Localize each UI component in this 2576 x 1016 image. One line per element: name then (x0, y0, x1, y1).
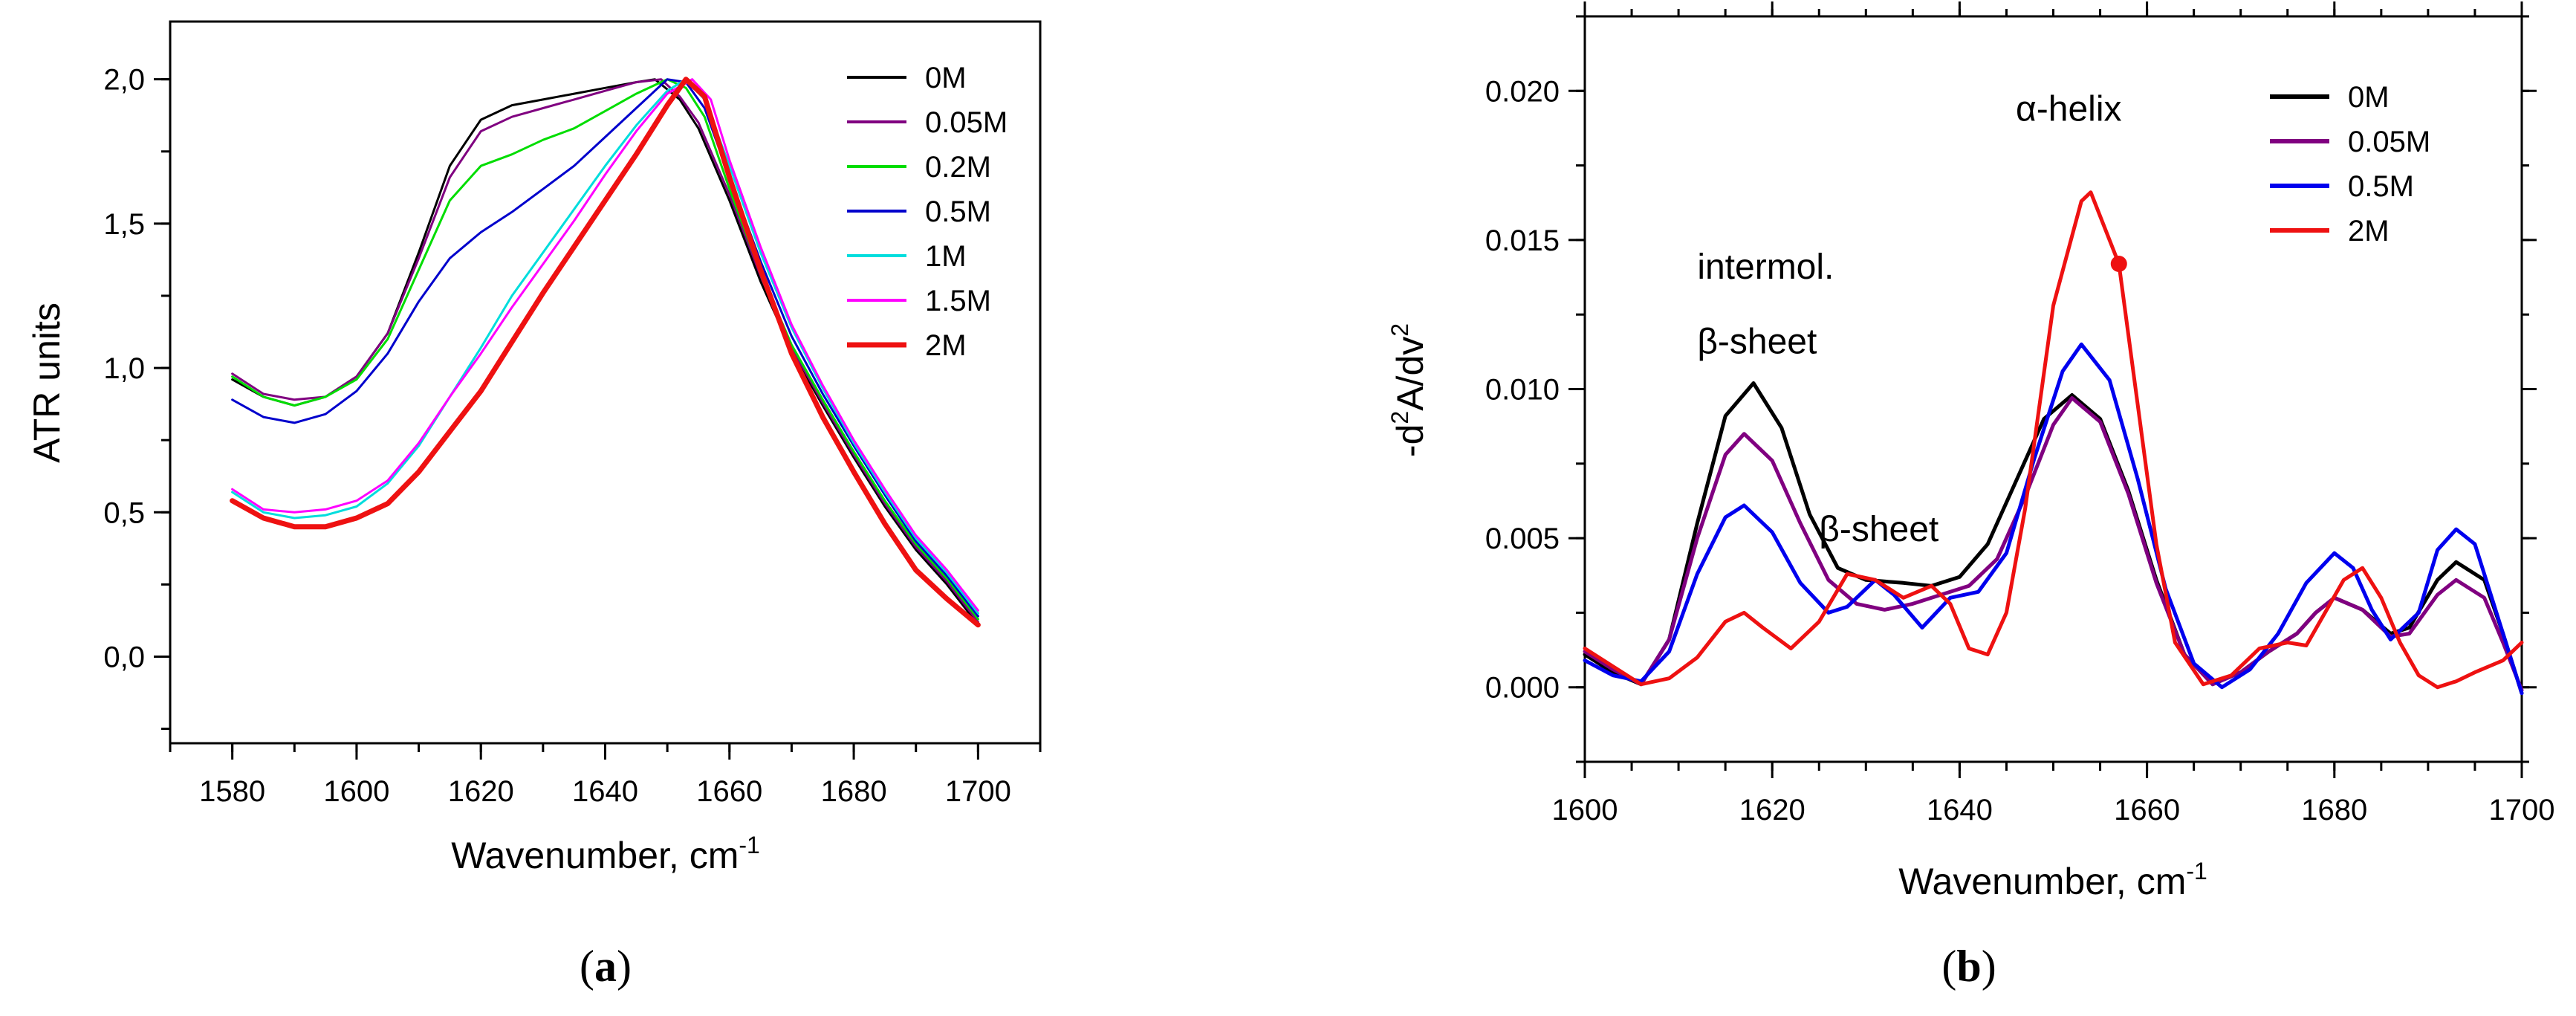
annotation-label: β-sheet (1697, 322, 1817, 361)
series-line-1M (231, 78, 979, 615)
x-tick-label: 1680 (2301, 794, 2367, 826)
legend-label: 0.05M (2348, 126, 2430, 158)
y-tick-label: 0.020 (1485, 75, 1560, 108)
highlight-marker (2110, 255, 2127, 272)
y-tick-label: 0.000 (1485, 672, 1560, 705)
legend-label: 0M (2348, 81, 2390, 114)
annotation-label: α-helix (2016, 89, 2121, 129)
series-line-0-05M (1583, 396, 2524, 693)
x-tick-label: 1640 (1927, 794, 1993, 826)
y-axis-label: -d2A/dv2 (1386, 323, 1431, 457)
annotation-label: β-sheet (1819, 510, 1939, 549)
x-tick-label: 1600 (1552, 794, 1618, 826)
series-line-0-5M (1583, 342, 2524, 696)
x-axis-label: Wavenumber, cm-1 (451, 832, 760, 876)
legend-label: 2M (2348, 215, 2390, 247)
y-tick-label: 0.015 (1485, 224, 1560, 257)
series-line-0M (231, 78, 979, 627)
legend-label: 1M (925, 240, 967, 273)
series-line-1-5M (231, 78, 979, 612)
y-tick-label: 2,0 (103, 64, 145, 97)
plot-frame (169, 20, 1042, 745)
legend-label: 0.2M (925, 151, 991, 184)
y-tick-label: 0,5 (103, 496, 145, 529)
x-tick-label: 1580 (199, 775, 265, 808)
series-line-0-05M (231, 78, 979, 624)
x-tick-label: 1700 (2489, 794, 2555, 826)
x-tick-label: 1620 (1739, 794, 1806, 826)
x-tick-label: 1700 (945, 775, 1011, 808)
legend-label: 0M (925, 62, 967, 94)
legend-label: 0.05M (925, 106, 1008, 139)
y-axis-label: ATR units (26, 302, 68, 463)
x-tick-label: 1680 (821, 775, 887, 808)
series-line-0-2M (231, 78, 979, 621)
x-tick-label: 1600 (323, 775, 389, 808)
y-tick-label: 0.005 (1485, 522, 1560, 555)
x-axis-label: Wavenumber, cm-1 (1898, 858, 2207, 902)
y-tick-label: 1,5 (103, 208, 145, 241)
legend-label: 2M (925, 329, 967, 362)
x-tick-label: 1620 (448, 775, 514, 808)
panel-b: 1600 1620 1640 1660 1680 1700 0.000 0.005 0.010 0… (1386, 1, 2554, 991)
panel-label: (b) (1941, 942, 1996, 991)
panel-a: 1580 1600 1620 1640 1660 1680 1700 0,0 0,5 1,0 1,5… (26, 20, 1042, 991)
legend-label: 0.5M (2348, 170, 2414, 203)
y-tick-label: 0.010 (1485, 374, 1560, 407)
x-tick-label: 1660 (2114, 794, 2180, 826)
series-line-2M (230, 77, 981, 628)
y-tick-label: 0,0 (103, 641, 145, 673)
panel-label: (a) (580, 942, 632, 991)
legend-label: 1.5M (925, 285, 991, 317)
series-line-0-5M (231, 78, 979, 618)
y-tick-label: 1,0 (103, 352, 145, 385)
x-tick-label: 1660 (696, 775, 762, 808)
annotation-label: intermol. (1697, 247, 1834, 287)
series-line-0M (1583, 381, 2524, 696)
series-line-2M (1583, 190, 2524, 690)
legend-label: 0.5M (925, 195, 991, 228)
x-tick-label: 1640 (572, 775, 638, 808)
